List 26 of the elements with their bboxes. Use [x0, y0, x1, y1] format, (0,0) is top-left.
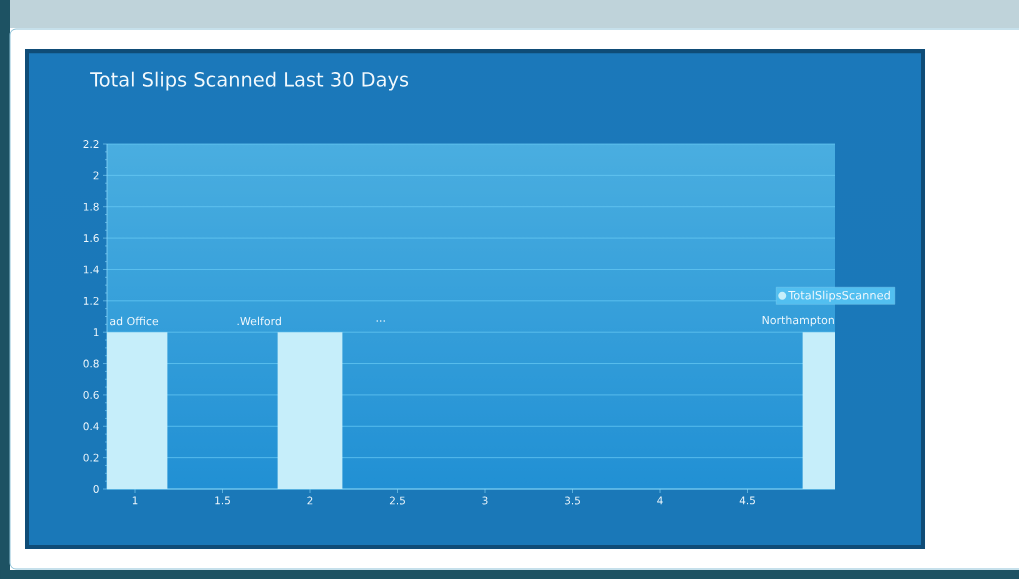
y-tick-label: 1: [93, 328, 99, 337]
x-tick-label: 2.5: [389, 496, 405, 505]
x-tick-label: 3.5: [564, 496, 580, 505]
y-tick-label: 1.6: [83, 234, 99, 243]
y-tick-label: 1.8: [83, 202, 99, 211]
y-tick-label: 0.8: [83, 359, 99, 368]
y-tick-label: 0.6: [83, 390, 99, 399]
y-tick-label: 0.2: [83, 453, 99, 462]
x-tick-label: 1.5: [215, 496, 230, 505]
y-tick-label: 2.2: [83, 140, 99, 148]
chart-title: Total Slips Scanned Last 30 Days: [90, 71, 409, 91]
legend-label: TotalSlipsScanned: [788, 290, 890, 302]
annotation: ...: [376, 320, 385, 322]
y-tick-label: 0: [93, 485, 99, 493]
y-tick-label: 1.2: [83, 296, 99, 305]
x-tick-label: 4: [657, 496, 663, 505]
y-tick-label: 0.4: [83, 422, 99, 431]
x-tick-label: 3: [482, 496, 488, 505]
x-tick-label: 4.5: [739, 496, 755, 505]
x-tick-label: 1: [132, 496, 138, 505]
y-tick-label: 2: [93, 171, 99, 180]
annotation: Northampton: [762, 315, 834, 327]
y-tick-label: 1.4: [83, 265, 99, 274]
annotation: .Welford: [237, 316, 281, 326]
x-tick-label: 2: [307, 496, 313, 505]
annotation: ad Office: [110, 316, 159, 326]
